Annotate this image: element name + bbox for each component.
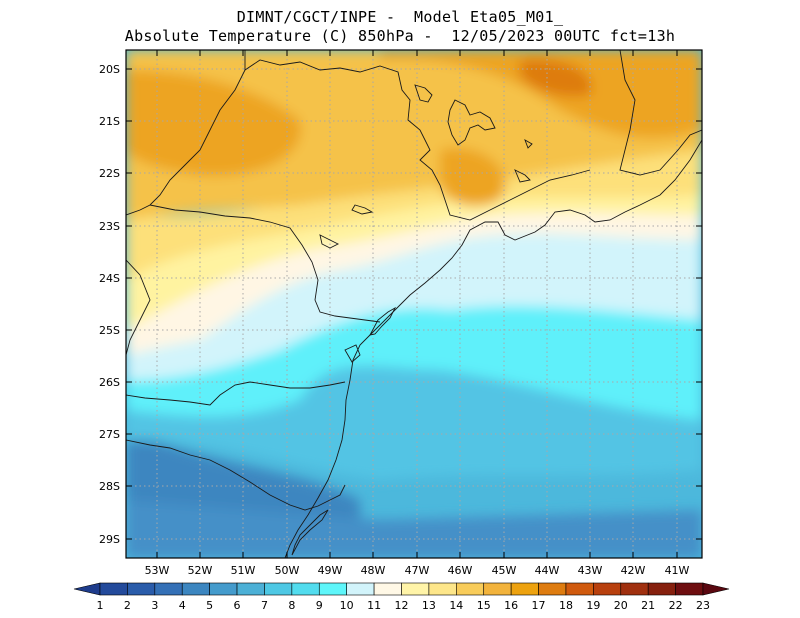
colorbar-label: 2 [124, 599, 131, 612]
colorbar-label: 4 [179, 599, 186, 612]
colorbar-swatch [538, 582, 567, 596]
border-mg-go [244, 50, 591, 221]
colorbar-swatch [99, 582, 128, 596]
colorbar-label: 5 [206, 599, 213, 612]
grid-lines [126, 50, 702, 558]
colorbar-swatch [154, 582, 183, 596]
lon-label: 49W [318, 564, 343, 577]
colorbar-label: 21 [641, 599, 655, 612]
colorbar-swatch [456, 582, 485, 596]
colorbar-label: 8 [288, 599, 295, 612]
colorbar-label: 6 [234, 599, 241, 612]
border-sc-rs [126, 439, 346, 511]
colorbar-swatch [264, 582, 293, 596]
colorbar-swatch [346, 582, 375, 596]
lon-label: 47W [405, 564, 430, 577]
colorbar-swatch [593, 582, 622, 596]
axis-ticks [126, 50, 702, 558]
colorbar-swatch [181, 582, 210, 596]
colorbar-label: 20 [614, 599, 628, 612]
colorbar-label: 17 [532, 599, 546, 612]
colorbar: 1 2 3 4 5 6 7 8 9 10 11 12 13 14 15 16 17 18 19 20 21 22 23 [73, 582, 730, 612]
colorbar-label: 23 [696, 599, 710, 612]
border-mg-es [619, 50, 702, 176]
lat-label: 22S [99, 167, 120, 180]
colorbar-swatch [236, 582, 265, 596]
lon-label: 42W [621, 564, 646, 577]
lon-label: 48W [361, 564, 386, 577]
border-ms-sp [126, 69, 246, 216]
lon-label: 50W [275, 564, 300, 577]
colorbar-swatch [620, 582, 649, 596]
coastline-and-borders [126, 50, 702, 558]
longitude-labels: 53W 52W 51W 50W 49W 48W 47W 46W 45W 44W … [145, 564, 690, 577]
colorbar-label: 18 [559, 599, 573, 612]
lat-label: 23S [99, 220, 120, 233]
lon-label: 51W [231, 564, 256, 577]
lon-label: 52W [188, 564, 213, 577]
colorbar-label: 3 [151, 599, 158, 612]
lat-label: 20S [99, 63, 120, 76]
colorbar-swatch [565, 582, 594, 596]
colorbar-label: 15 [477, 599, 491, 612]
coastline [284, 139, 702, 558]
colorbar-swatch [291, 582, 320, 596]
colorbar-label: 19 [586, 599, 600, 612]
latitude-labels: 20S 21S 22S 23S 24S 25S 26S 27S 28S 29S [99, 63, 120, 546]
colorbar-label: 12 [395, 599, 409, 612]
lon-label: 41W [665, 564, 690, 577]
lon-label: 43W [578, 564, 603, 577]
colorbar-label: 11 [367, 599, 381, 612]
colorbar-swatch [428, 582, 457, 596]
colorbar-swatch [373, 582, 402, 596]
lat-label: 28S [99, 480, 120, 493]
lat-label: 21S [99, 115, 120, 128]
border-paraguay [126, 259, 151, 356]
lon-label: 45W [492, 564, 517, 577]
lat-label: 24S [99, 272, 120, 285]
map-title-line1: DIMNT/CGCT/INPE - Model Eta05_M01_ [236, 8, 564, 26]
colorbar-label: 9 [316, 599, 323, 612]
colorbar-swatch [127, 582, 156, 596]
colorbar-swatch [209, 582, 238, 596]
colorbar-swatch [510, 582, 539, 596]
colorbar-max-arrow [702, 582, 730, 596]
lat-label: 27S [99, 428, 120, 441]
lon-label: 46W [448, 564, 473, 577]
colorbar-swatch [675, 582, 704, 596]
colorbar-swatch [318, 582, 347, 596]
plot-frame [125, 49, 703, 559]
lat-label: 26S [99, 376, 120, 389]
colorbar-swatch [483, 582, 512, 596]
colorbar-min-arrow [73, 582, 101, 596]
border-pr-sc [126, 381, 346, 406]
colorbar-swatch [401, 582, 430, 596]
map-title-line2: Absolute Temperature (C) 850hPa - 12/05/… [124, 27, 676, 45]
border-sp-pr [149, 204, 381, 323]
lat-label: 25S [99, 324, 120, 337]
colorbar-label: 16 [504, 599, 518, 612]
colorbar-label: 7 [261, 599, 268, 612]
colorbar-label: 22 [669, 599, 683, 612]
lon-label: 44W [535, 564, 560, 577]
colorbar-label: 14 [449, 599, 463, 612]
lon-label: 53W [145, 564, 170, 577]
colorbar-label: 13 [422, 599, 436, 612]
colorbar-label: 1 [97, 599, 104, 612]
colorbar-swatch [647, 582, 676, 596]
colorbar-label: 10 [340, 599, 354, 612]
temperature-field [126, 50, 702, 558]
lat-label: 29S [99, 533, 120, 546]
